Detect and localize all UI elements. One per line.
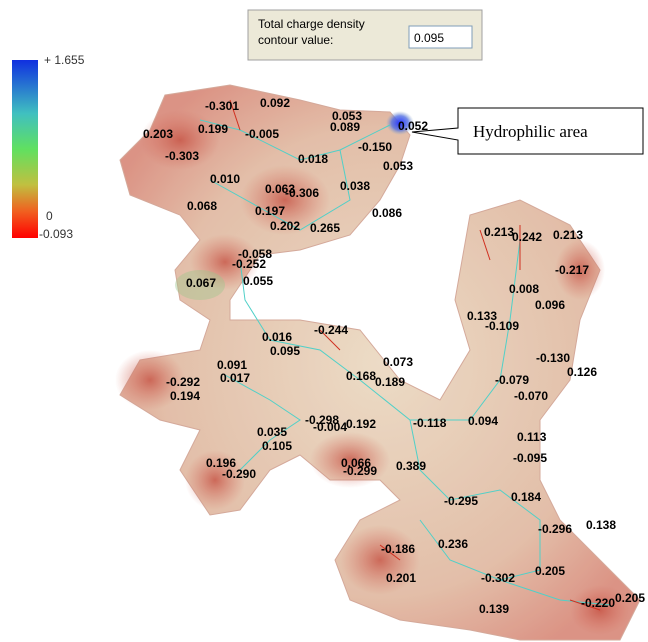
contour-input-value[interactable]: 0.095 (414, 31, 444, 45)
atom-charge: 0.096 (535, 298, 565, 312)
atom-charge: 0.035 (257, 425, 287, 439)
atom-charge: -0.292 (166, 375, 200, 389)
atom-charge: -0.220 (581, 596, 615, 610)
atom-charge: -0.295 (444, 494, 478, 508)
atom-charge: 0.168 (346, 369, 376, 383)
atom-charge: 0.205 (615, 591, 645, 605)
atom-charge: -0.296 (538, 522, 572, 536)
atom-charge: 0.199 (198, 122, 228, 136)
legend-min: -0.093 (39, 227, 73, 241)
atom-charge: 0.073 (383, 355, 413, 369)
atom-charge: 0.053 (383, 159, 413, 173)
atom-charge: -0.005 (245, 127, 279, 141)
atom-charge: -0.130 (536, 351, 570, 365)
atom-charge: -0.252 (232, 257, 266, 271)
atom-charge: 0.139 (479, 602, 509, 616)
atom-charge: 0.184 (511, 490, 541, 504)
atom-charge: 0.189 (375, 375, 405, 389)
atom-charge: -0.070 (514, 389, 548, 403)
atom-charge: 0.017 (220, 371, 250, 385)
atom-charge: 0.192 (346, 417, 376, 431)
atom-charge: -0.150 (358, 140, 392, 154)
atom-charge: 0.194 (170, 389, 200, 403)
atom-charge: -0.306 (285, 186, 319, 200)
dialog-label: contour value: (258, 33, 333, 47)
atom-charge: 0.213 (553, 228, 583, 242)
atom-charge: 0.092 (260, 96, 290, 110)
dialog-label: Total charge density (258, 17, 365, 31)
atom-charge: 0.068 (187, 199, 217, 213)
screenshot: Hydrophilic area Total charge density co… (0, 0, 648, 642)
atom-charge: 0.091 (217, 358, 247, 372)
atom-charge: -0.299 (343, 464, 377, 478)
atom-charge: 0.126 (567, 365, 597, 379)
atom-charge: 0.018 (298, 152, 328, 166)
legend-max: + 1.655 (44, 53, 85, 67)
atom-charge: 0.242 (512, 230, 542, 244)
atom-charge: 0.008 (509, 282, 539, 296)
callout-text: Hydrophilic area (473, 122, 588, 141)
atom-charge: 0.094 (468, 414, 498, 428)
atom-charge: -0.109 (485, 319, 519, 333)
atom-charge: -0.079 (495, 373, 529, 387)
atom-charge: -0.303 (165, 149, 199, 163)
atom-charge: 0.089 (330, 120, 360, 134)
atom-charge: 0.038 (340, 179, 370, 193)
atom-charge: 0.095 (270, 344, 300, 358)
atom-charge: -0.118 (413, 416, 447, 430)
atom-charge: 0.203 (143, 127, 173, 141)
molecule-view: Hydrophilic area Total charge density co… (0, 0, 648, 642)
atom-charge: -0.244 (314, 323, 348, 337)
atom-charge: 0.052 (398, 119, 428, 133)
atom-charge: 0.055 (243, 274, 273, 288)
atom-charge: 0.389 (396, 459, 426, 473)
atom-charge: -0.302 (481, 571, 515, 585)
atom-charge: -0.004 (313, 420, 347, 434)
atom-charge: -0.290 (222, 467, 256, 481)
atom-charge: 0.213 (484, 225, 514, 239)
atom-charge: -0.301 (205, 99, 239, 113)
atom-charge: 0.201 (386, 571, 416, 585)
atom-charge: 0.113 (517, 430, 547, 444)
atom-charge: 0.016 (262, 330, 292, 344)
atom-charge: -0.095 (513, 451, 547, 465)
atom-charge: 0.105 (262, 439, 292, 453)
color-bar (12, 60, 38, 238)
atom-charge: -0.217 (555, 263, 589, 277)
legend-zero: 0 (46, 209, 53, 223)
atom-charge: 0.197 (255, 204, 285, 218)
atom-charge: 0.086 (372, 206, 402, 220)
atom-charge: 0.138 (586, 518, 616, 532)
atom-charge: 0.205 (535, 564, 565, 578)
atom-charge: 0.265 (310, 221, 340, 235)
atom-charge: 0.236 (438, 537, 468, 551)
atom-charge: 0.010 (210, 172, 240, 186)
atom-charge: 0.202 (270, 219, 300, 233)
atom-charge: -0.186 (381, 542, 415, 556)
atom-charge: 0.067 (186, 276, 216, 290)
